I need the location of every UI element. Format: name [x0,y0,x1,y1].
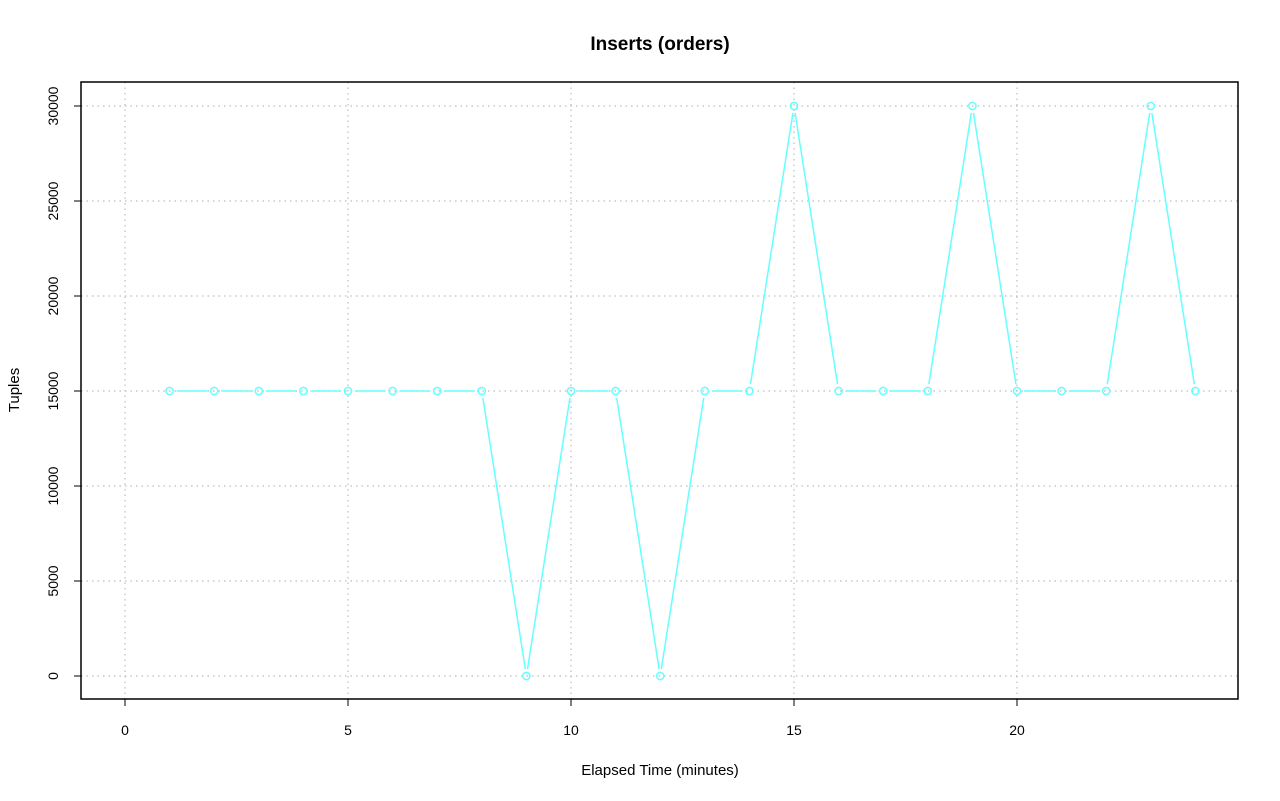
x-tick-label: 15 [786,722,802,738]
series-line-segment [794,112,839,385]
data-point [432,386,442,396]
data-point [968,101,977,111]
grid [81,82,1238,699]
data-point [1101,386,1111,396]
data-point [745,386,754,396]
data-point [1191,386,1200,396]
data-point [611,386,620,396]
data-point [209,386,219,396]
x-axis: 0 5 10 15 20 [121,698,1025,738]
y-tick-label: 30000 [45,86,61,125]
data-point [254,386,264,396]
series-line-segment [615,397,660,670]
data-point [789,101,799,111]
series-line-segment [526,397,571,670]
series-line-segment [928,112,973,385]
series-line-segment [1106,112,1151,385]
data-point [388,386,397,396]
y-axis-label: Tuples [6,368,23,412]
y-tick-label: 25000 [45,181,61,220]
y-tick-label: 0 [45,672,61,680]
data-point [299,386,308,396]
data-point [1057,386,1066,396]
chart-title: Inserts (orders) [590,34,729,55]
data-point [522,671,531,681]
x-tick-label: 10 [563,722,579,738]
data-point [477,386,487,396]
y-axis: 0 5000 10000 15000 20000 25000 30000 [45,86,82,680]
series-line-segment [660,397,705,670]
y-tick-label: 10000 [45,466,61,505]
y-tick-label: 20000 [45,276,61,315]
data-point [566,386,576,396]
x-tick-label: 0 [121,722,129,738]
data-point [878,386,888,396]
series-line-segment [482,397,527,670]
data-point [1012,386,1022,396]
data-point [165,386,174,396]
x-tick-label: 5 [344,722,352,738]
data-point [834,386,843,396]
series-line-segment [749,112,794,385]
y-tick-label: 5000 [45,565,61,596]
series-line-segment [1151,112,1196,385]
series-line-segment [972,112,1017,385]
data-point [343,386,353,396]
data-point [655,671,665,681]
series-layer [165,101,1200,681]
x-axis-label: Elapsed Time (minutes) [581,762,739,779]
x-tick-label: 20 [1009,722,1025,738]
data-point [1146,101,1156,111]
data-point [700,386,710,396]
data-point [923,386,933,396]
y-tick-label: 15000 [45,371,61,410]
